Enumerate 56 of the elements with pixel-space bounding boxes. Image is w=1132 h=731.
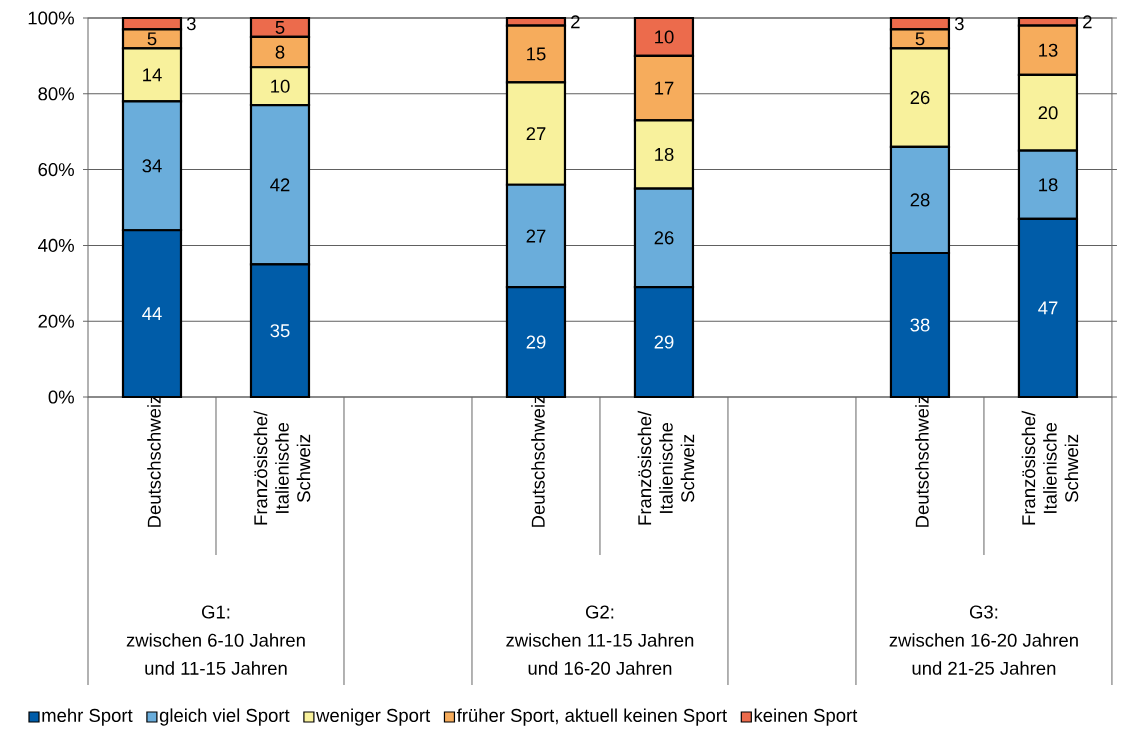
data-label: 2 xyxy=(1083,15,1092,29)
text: G3: xyxy=(969,605,998,619)
data-label: 5 xyxy=(147,32,157,46)
y-tick-label: 60% xyxy=(38,163,74,177)
data-label: 29 xyxy=(526,335,546,349)
y-tick-label: 80% xyxy=(38,87,74,101)
data-label: 26 xyxy=(654,231,674,245)
data-label: 26 xyxy=(910,91,930,105)
data-label: 27 xyxy=(526,229,546,243)
legend-label: mehr Sport xyxy=(42,708,133,726)
data-label: 13 xyxy=(1039,43,1058,57)
y-tick-label: 40% xyxy=(38,238,74,252)
data-label: 8 xyxy=(275,45,285,59)
text: und 21-25 Jahren xyxy=(912,661,1056,675)
data-label: 5 xyxy=(915,32,925,46)
data-label: 44 xyxy=(142,307,162,320)
data-label: 27 xyxy=(526,127,546,141)
legend-label: früher Sport, aktuell keinen Sport xyxy=(456,708,727,726)
x-tick-label: Französische/ Italienische Schweiz xyxy=(253,410,311,525)
data-label: 28 xyxy=(910,193,930,207)
data-label: 3 xyxy=(186,17,196,31)
x-tick-label: Deutschschweiz xyxy=(915,395,929,527)
x-tick-label: Deutschschweiz xyxy=(147,395,161,527)
data-label: 17 xyxy=(655,81,674,95)
data-label: 29 xyxy=(654,335,674,349)
text: G1: xyxy=(202,605,230,619)
data-label: 18 xyxy=(655,147,674,161)
text: und 11-15 Jahren xyxy=(145,661,287,675)
data-label: 38 xyxy=(910,318,930,332)
data-label: 15 xyxy=(527,47,546,61)
text: G2: xyxy=(585,605,614,619)
legend-label: keinen Sport xyxy=(754,708,858,726)
text: zwischen 6-10 Jahren xyxy=(126,633,305,647)
x-tick-label: Französische/ Italienische Schweiz xyxy=(637,410,695,525)
legend-label: weniger Sport xyxy=(316,708,431,726)
data-label: 2 xyxy=(571,15,580,29)
data-label: 14 xyxy=(143,68,162,82)
y-tick-label: 0% xyxy=(48,390,74,404)
data-label: 10 xyxy=(655,30,674,44)
data-label: 42 xyxy=(270,178,290,192)
text: zwischen 11-15 Jahren xyxy=(506,633,694,647)
legend-label: gleich viel Sport xyxy=(159,708,290,726)
data-label: 5 xyxy=(275,21,285,34)
data-label: 20 xyxy=(1038,106,1058,120)
x-tick-label: Französische/ Italienische Schweiz xyxy=(1021,410,1079,525)
data-label: 18 xyxy=(1039,178,1058,192)
text: zwischen 16-20 Jahren xyxy=(889,633,1078,647)
y-tick-label: 20% xyxy=(38,314,74,328)
text: und 16-20 Jahren xyxy=(528,661,672,675)
data-label: 3 xyxy=(954,17,964,31)
data-label: 47 xyxy=(1038,301,1058,315)
y-tick-label: 100% xyxy=(28,11,74,25)
data-label: 34 xyxy=(142,159,162,173)
x-tick-label: Deutschschweiz xyxy=(531,395,545,527)
data-label: 10 xyxy=(271,79,290,93)
data-label: 35 xyxy=(270,324,290,338)
